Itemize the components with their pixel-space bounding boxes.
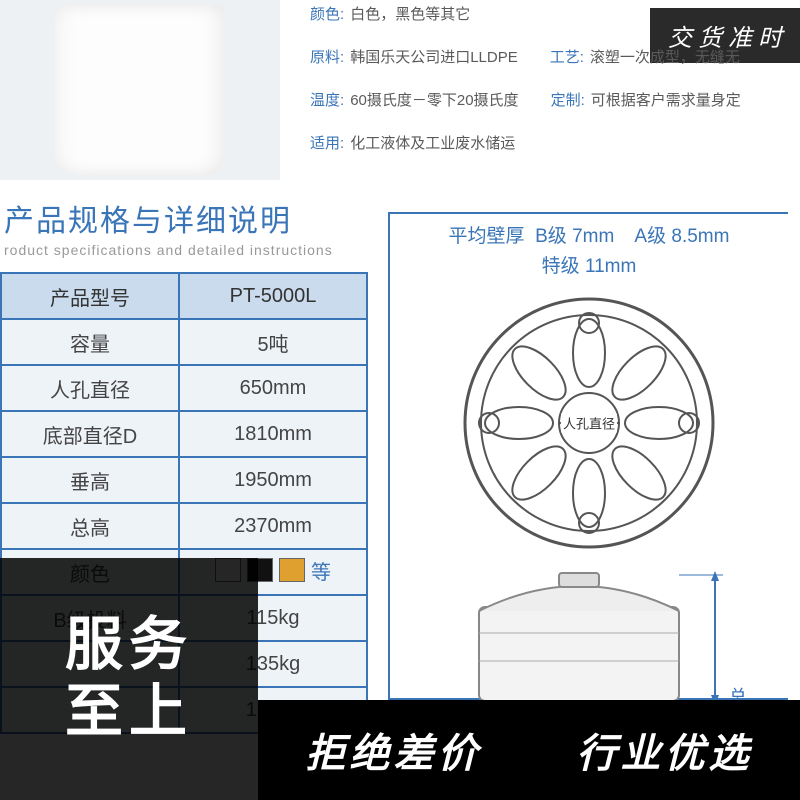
spec-label: 垂高 [1,457,179,503]
attr-value: 滚塑一次成型，无缝无 [590,47,740,68]
overlay-line2: 至上 [65,679,193,746]
slogan-1: 拒绝差价 [306,721,482,779]
product-spec-page: 交货准时 颜色白色，黑色等其它 原料韩国乐天公司进口LLDPE 工艺滚塑一次成型… [0,0,800,800]
wall-thickness-text: 平均壁厚 B级 7mm A级 8.5mm 特级 11mm [390,222,788,283]
attr-label: 温度 [310,90,344,111]
attr-label: 定制 [551,90,585,111]
spec-value: 5吨 [179,319,367,365]
spec-value: 650mm [179,365,367,411]
attr-row: 颜色白色，黑色等其它 [310,4,800,25]
section-title: 产品规格与详细说明 roduct specifications and deta… [4,196,333,258]
spec-value: 1810mm [179,411,367,457]
spec-label: 底部直径D [1,411,179,457]
attr-row: 原料韩国乐天公司进口LLDPE 工艺滚塑一次成型，无缝无 [310,47,800,68]
attr-label: 原料 [310,47,344,68]
spec-value: 1950mm [179,457,367,503]
spec-label: 人孔直径 [1,365,179,411]
section-title-en: roduct specifications and detailed instr… [4,242,333,258]
tank-illustration [55,5,225,175]
overlay-service-banner: 服务 至上 [0,558,258,800]
spec-label: 总高 [1,503,179,549]
slogan-2: 行业优选 [577,721,753,779]
attr-value: 可根据客户需求量身定 [591,90,741,111]
attr-value: 60摄氏度－零下20摄氏度 [350,90,518,111]
spec-label: 产品型号 [1,273,179,319]
attr-label: 颜色 [310,4,344,25]
spec-value: PT-5000L [179,273,367,319]
section-title-cn: 产品规格与详细说明 [4,196,333,240]
attr-value: 白色，黑色等其它 [350,4,470,25]
side-view-diagram: 总 [439,567,739,707]
overlay-bottom-bar: 拒绝差价 行业优选 [258,700,800,800]
color-swatch [279,558,305,582]
spec-value: 2370mm [179,503,367,549]
attr-row: 适用化工液体及工业废水储运 [310,133,800,154]
attr-row: 温度 60摄氏度－零下20摄氏度 定制可根据客户需求量身定 [310,90,800,111]
manhole-diameter-label: 人孔直径 [561,413,617,432]
overlay-line1: 服务 [65,612,193,679]
product-photo [0,0,280,180]
attr-label: 适用 [310,133,344,154]
spec-label: 容量 [1,319,179,365]
attr-label: 工艺 [550,47,584,68]
attr-value: 化工液体及工业废水储运 [350,133,515,154]
attr-value: 韩国乐天公司进口LLDPE [350,47,518,68]
diagram-area: 平均壁厚 B级 7mm A级 8.5mm 特级 11mm [388,212,788,700]
attribute-list: 颜色白色，黑色等其它 原料韩国乐天公司进口LLDPE 工艺滚塑一次成型，无缝无 … [310,0,800,176]
top-view-diagram: 人孔直径 [459,293,719,553]
